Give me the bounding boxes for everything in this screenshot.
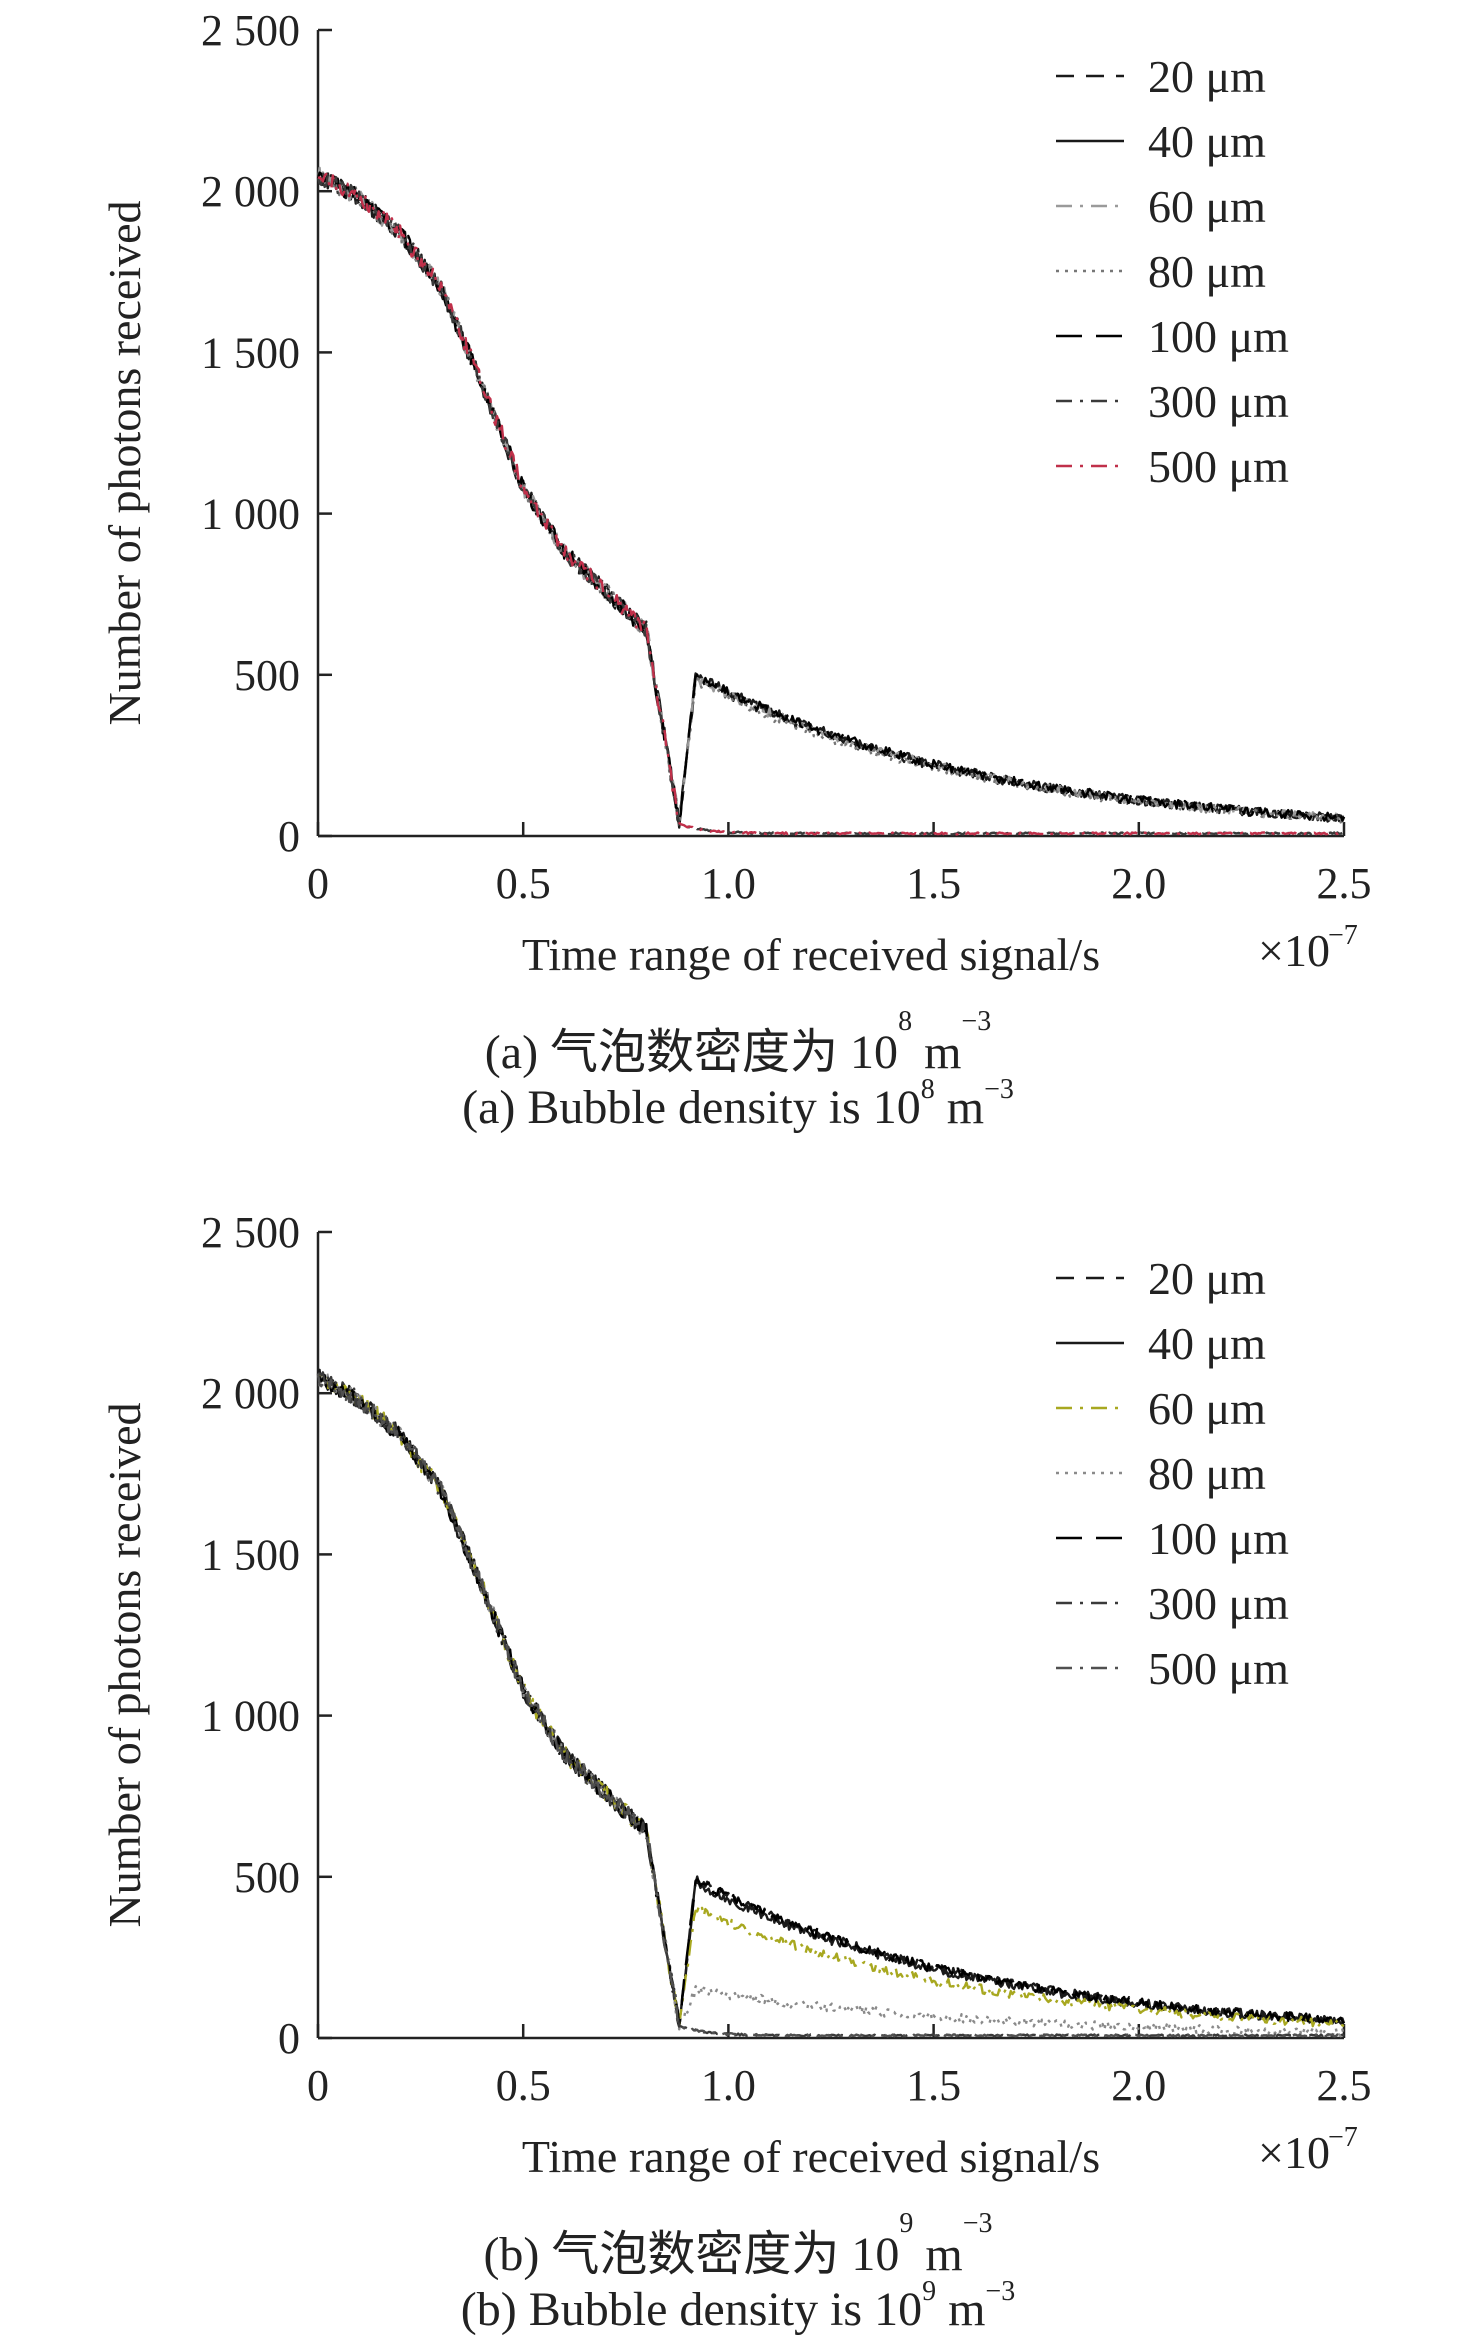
series-line xyxy=(316,169,1345,836)
caption-a-cn: (a) 气泡数密度为 108 m−3 xyxy=(484,1006,992,1079)
x-tick-label: 2.0 xyxy=(1111,2061,1166,2110)
y-tick-label: 1 000 xyxy=(201,1692,300,1741)
legend-label: 80 μm xyxy=(1148,246,1266,297)
legend-label: 500 μm xyxy=(1148,1643,1289,1694)
legend-label: 40 μm xyxy=(1148,1318,1266,1369)
legend-label: 60 μm xyxy=(1148,181,1266,232)
y-tick-label: 2 500 xyxy=(201,6,300,55)
chart-a: 0 500 1 000 1 500 2 000 2 500 0 0.5 1.0 1.5 2.0 2.5… xyxy=(99,6,1372,980)
y-tick-label: 0 xyxy=(278,812,300,861)
series-line xyxy=(316,1373,1345,2038)
y-axis-title: Number of photons received xyxy=(99,1402,150,1927)
x-axis-multiplier: ×10 xyxy=(1258,925,1330,976)
x-tick-label: 1.5 xyxy=(906,2061,961,2110)
y-tick-label: 1 500 xyxy=(201,328,300,377)
legend-label: 20 μm xyxy=(1148,51,1266,102)
x-axis-multiplier-exponent: −7 xyxy=(1328,2122,1358,2153)
x-axis-title: Time range of received signal/s xyxy=(522,2131,1100,2182)
caption-b-cn: (b) 气泡数密度为 109 m−3 xyxy=(483,2208,993,2281)
legend-label: 20 μm xyxy=(1148,1253,1266,1304)
y-axis-title: Number of photons received xyxy=(99,200,150,725)
legend-label: 500 μm xyxy=(1148,441,1289,492)
x-axis-multiplier: ×10 xyxy=(1258,2127,1330,2178)
legend-label: 80 μm xyxy=(1148,1448,1266,1499)
series-line xyxy=(316,171,1346,824)
x-tick-label: 1.5 xyxy=(906,859,961,908)
x-tick-label: 1.0 xyxy=(701,2061,756,2110)
x-tick-label: 0 xyxy=(307,859,329,908)
y-tick-label: 500 xyxy=(234,651,300,700)
legend-label: 100 μm xyxy=(1148,311,1289,362)
y-tick-label: 1 500 xyxy=(201,1530,300,1579)
y-tick-label: 2 000 xyxy=(201,167,300,216)
caption-a-en: (a) Bubble density is 108 m−3 xyxy=(462,1074,1014,1134)
legend-label: 300 μm xyxy=(1148,376,1289,427)
series-line xyxy=(316,1373,1346,2038)
y-tick-label: 0 xyxy=(278,2014,300,2063)
x-tick-label: 0.5 xyxy=(496,2061,551,2110)
series-line xyxy=(317,172,1345,836)
x-tick-label: 2.5 xyxy=(1317,2061,1372,2110)
y-tick-label: 1 000 xyxy=(201,490,300,539)
y-tick-label: 500 xyxy=(234,1853,300,1902)
legend-label: 60 μm xyxy=(1148,1383,1266,1434)
legend-label: 40 μm xyxy=(1148,116,1266,167)
x-tick-label: 2.5 xyxy=(1317,859,1372,908)
legend-label: 100 μm xyxy=(1148,1513,1289,1564)
legend-label: 300 μm xyxy=(1148,1578,1289,1629)
x-axis-title: Time range of received signal/s xyxy=(522,929,1100,980)
x-tick-label: 2.0 xyxy=(1111,859,1166,908)
caption-b-en: (b) Bubble density is 109 m−3 xyxy=(460,2276,1016,2336)
y-tick-label: 2 500 xyxy=(201,1208,300,1257)
x-tick-label: 0.5 xyxy=(496,859,551,908)
x-tick-label: 0 xyxy=(307,2061,329,2110)
x-axis-multiplier-exponent: −7 xyxy=(1328,920,1358,951)
y-tick-label: 2 000 xyxy=(201,1369,300,1418)
x-tick-label: 1.0 xyxy=(701,859,756,908)
